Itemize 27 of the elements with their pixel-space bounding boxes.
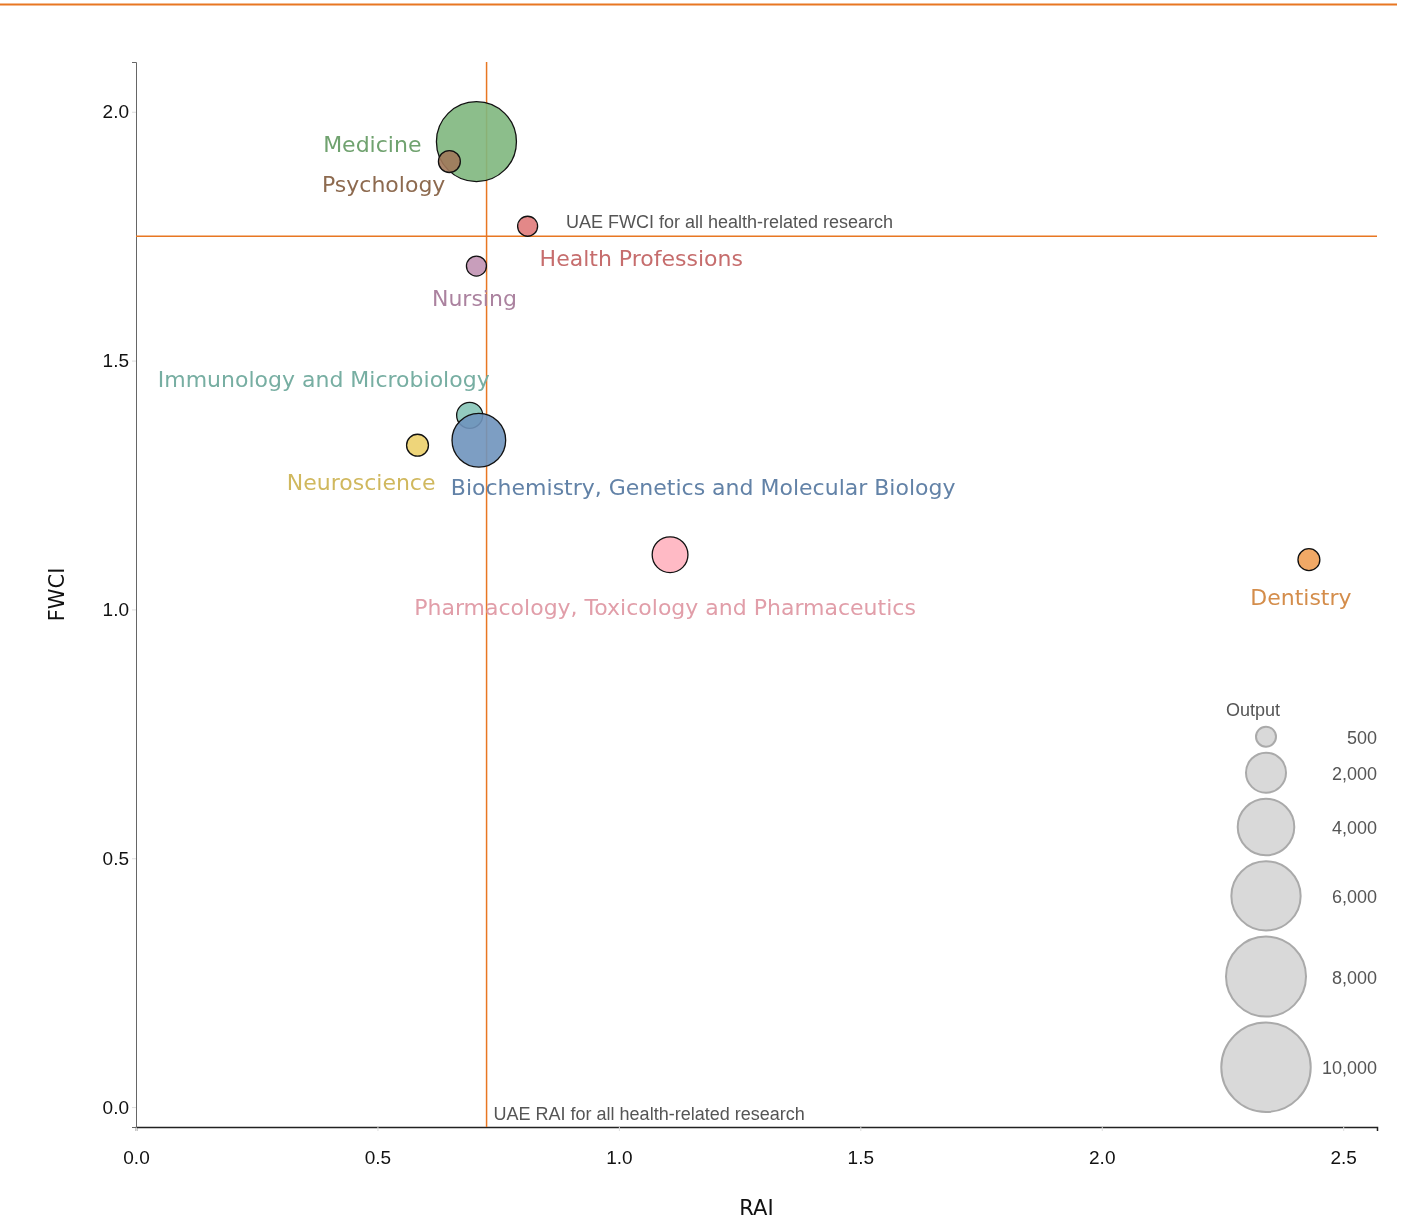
legend-label: 8,000 [1331, 967, 1377, 988]
y-tick-label: 2.0 [102, 101, 129, 123]
legend-label: 4,000 [1331, 817, 1377, 838]
x-tick-label: 2.0 [1089, 1147, 1116, 1169]
x-tick-label: 0.5 [364, 1147, 392, 1169]
series-label: Health Professions [539, 246, 743, 272]
y-tick-label: 1.5 [102, 350, 129, 372]
y-tick-label: 0.5 [102, 847, 129, 869]
series-label: Medicine [323, 131, 422, 157]
ref-line-label: UAE RAI for all health-related research [493, 1104, 805, 1124]
y-tick-label: 0.0 [102, 1096, 129, 1118]
legend-label: 2,000 [1331, 763, 1377, 784]
legend-label: 500 [1346, 727, 1377, 748]
legend-label: 6,000 [1331, 886, 1377, 907]
x-tick-label: 1.0 [606, 1147, 633, 1169]
legend-label: 10,000 [1321, 1058, 1377, 1079]
y-tick-label: 1.0 [102, 599, 129, 621]
y-axis-title: FWCI [45, 567, 69, 622]
x-axis-title: RAI [739, 1196, 774, 1220]
x-tick-label: 0.0 [123, 1147, 150, 1169]
x-tick-label: 2.5 [1330, 1147, 1357, 1169]
series-label: Psychology [321, 171, 446, 197]
x-tick-label: 1.5 [847, 1147, 875, 1169]
series-label: Dentistry [1250, 584, 1352, 610]
legend-title: Output [1225, 699, 1281, 720]
series-label: Neuroscience [286, 470, 436, 496]
ref-line-label: UAE FWCI for all health-related research [566, 212, 894, 233]
